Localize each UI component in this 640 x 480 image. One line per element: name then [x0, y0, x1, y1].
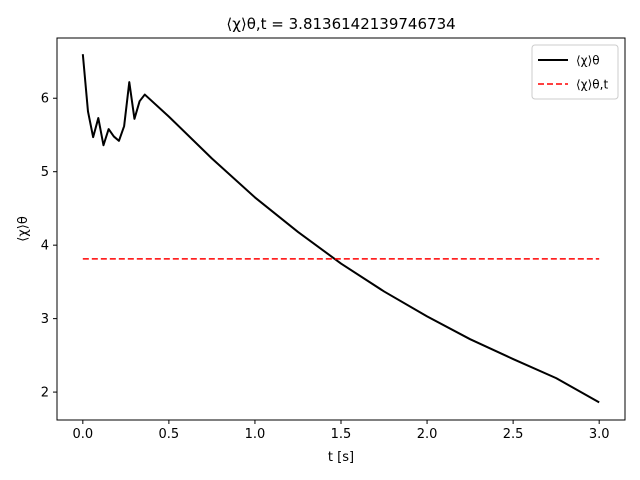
x-axis-label: t [s] — [328, 450, 354, 465]
series-line-1 — [81, 54, 600, 404]
x-tick-label: 0.5 — [159, 427, 180, 442]
x-tick-label: 3.0 — [589, 427, 610, 442]
x-tick-label: 2.0 — [417, 427, 438, 442]
legend-box — [531, 44, 619, 100]
y-tick-label: 5 — [41, 165, 49, 180]
y-tick-label: 3 — [41, 312, 49, 327]
y-axis-label: ⟨χ⟩θ — [16, 216, 31, 242]
x-tick-label: 2.5 — [503, 427, 524, 442]
y-tick-label: 4 — [41, 239, 49, 254]
axes-layer: 0.0 0.5 1.0 1.5 2.0 2.5 3.0 2 3 4 5 6 — [41, 37, 626, 442]
x-tick-label: 1.5 — [331, 427, 352, 442]
series-layer — [81, 54, 600, 404]
y-tick-label: 2 — [41, 386, 49, 401]
legend-label-2: ⟨χ⟩θ,t — [576, 78, 608, 92]
y-tick-label: 6 — [41, 92, 49, 107]
x-tick-label: 0.0 — [72, 427, 93, 442]
legend: ⟨χ⟩θ ⟨χ⟩θ,t — [531, 44, 619, 100]
chart-title: ⟨χ⟩θ,t = 3.8136142139746734 — [226, 15, 455, 33]
legend-label-1: ⟨χ⟩θ — [576, 54, 600, 68]
x-tick-label: 1.0 — [245, 427, 266, 442]
